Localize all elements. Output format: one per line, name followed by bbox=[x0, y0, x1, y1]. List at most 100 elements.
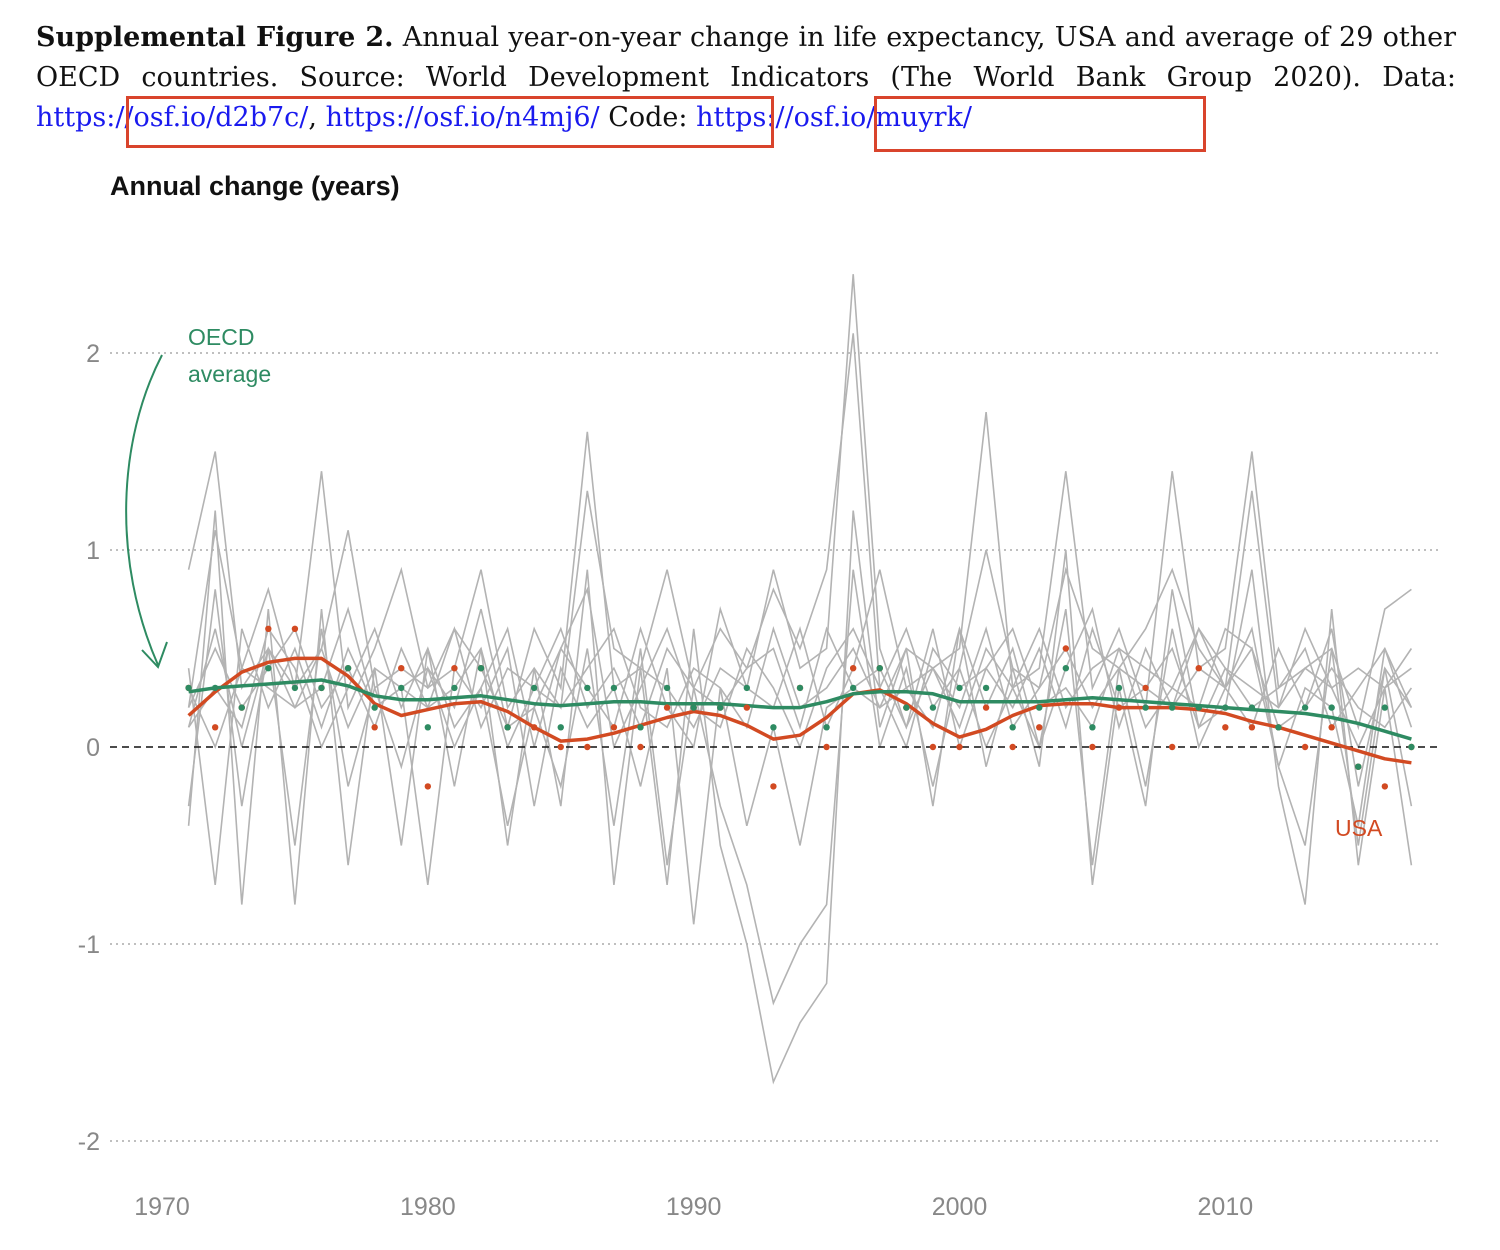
usa-data-point bbox=[291, 625, 299, 632]
y-tick-label: 0 bbox=[86, 734, 100, 762]
usa-data-point bbox=[929, 743, 937, 751]
usa-data-point bbox=[1301, 743, 1309, 751]
usa-data-point bbox=[371, 724, 378, 731]
oecd-data-point bbox=[849, 684, 857, 692]
x-tick-label: 1980 bbox=[400, 1193, 456, 1221]
country-series-line bbox=[187, 510, 1413, 1085]
oecd-data-point bbox=[663, 684, 671, 692]
x-tick-label: 1970 bbox=[134, 1193, 190, 1221]
oecd-data-point bbox=[770, 724, 777, 731]
data-link-1[interactable]: https://osf.io/d2b7c/ bbox=[36, 102, 309, 133]
usa-data-point bbox=[1328, 724, 1335, 731]
oecd-data-point bbox=[823, 724, 830, 731]
oecd-data-point bbox=[557, 724, 564, 731]
usa-data-point bbox=[211, 724, 219, 731]
oecd-data-point bbox=[610, 684, 618, 692]
usa-data-point bbox=[1142, 684, 1149, 692]
smoothed-lines bbox=[187, 656, 1412, 765]
oecd-data-point bbox=[796, 684, 804, 692]
x-tick-label: 2000 bbox=[932, 1193, 988, 1221]
y-tick-label: -1 bbox=[78, 931, 100, 959]
oecd-data-point bbox=[1009, 724, 1016, 731]
oecd-data-point bbox=[982, 684, 990, 692]
oecd-data-point bbox=[1248, 704, 1256, 711]
country-series-line bbox=[187, 274, 1412, 731]
figure-caption: Supplemental Figure 2. Annual year-on-ye… bbox=[36, 18, 1456, 138]
usa-data-point bbox=[530, 724, 538, 731]
usa-data-point bbox=[956, 743, 963, 751]
oecd-data-point bbox=[903, 704, 910, 711]
oecd-data-point bbox=[398, 684, 405, 692]
oecd-data-point bbox=[690, 704, 697, 711]
usa-smoothed-line bbox=[187, 656, 1412, 765]
usa-data-point bbox=[1115, 704, 1123, 711]
oecd-data-point bbox=[477, 665, 485, 672]
oecd-data-point bbox=[211, 684, 219, 692]
usa-data-point bbox=[1062, 645, 1070, 652]
usa-data-point bbox=[1222, 724, 1229, 731]
usa-data-point bbox=[823, 743, 830, 751]
usa-data-point bbox=[770, 783, 777, 790]
usa-data-point bbox=[1195, 665, 1202, 672]
oecd-data-point bbox=[1381, 704, 1389, 711]
usa-data-point bbox=[1009, 743, 1016, 751]
chart-title: Annual change (years) bbox=[110, 171, 400, 201]
usa-data-point bbox=[1248, 724, 1256, 731]
country-series-line bbox=[187, 626, 1413, 731]
usa-data-point bbox=[584, 743, 591, 751]
oecd-data-point bbox=[1301, 704, 1309, 711]
usa-data-point bbox=[557, 743, 564, 751]
usa-data-point bbox=[982, 704, 990, 711]
usa-data-point bbox=[1089, 743, 1096, 751]
oecd-smoothed-line bbox=[188, 678, 1412, 741]
axis-ticks: -2 -1 0 1 2 1970 1980 1990 2000 2010 bbox=[78, 340, 1253, 1221]
caption-text: Annual year-on-year change in life expec… bbox=[36, 22, 1456, 93]
oecd-annotation-label-line2: average bbox=[188, 361, 271, 387]
oecd-data-point bbox=[371, 704, 378, 711]
oecd-annotation-arrow bbox=[125, 354, 163, 666]
country-series-line bbox=[187, 333, 1413, 711]
code-link[interactable]: https://osf.io/muyrk/ bbox=[696, 102, 972, 133]
data-points bbox=[185, 625, 1415, 790]
oecd-data-point bbox=[1168, 704, 1176, 711]
country-series-line bbox=[187, 569, 1413, 1006]
y-tick-label: -2 bbox=[78, 1128, 100, 1156]
oecd-data-point bbox=[876, 665, 883, 672]
oecd-data-point bbox=[1195, 704, 1202, 711]
usa-data-point bbox=[265, 625, 272, 632]
y-tick-label: 1 bbox=[86, 537, 100, 565]
usa-data-point bbox=[849, 665, 857, 672]
usa-data-point bbox=[451, 665, 458, 672]
oecd-data-point bbox=[1142, 704, 1149, 711]
oecd-data-point bbox=[929, 704, 937, 711]
oecd-data-point bbox=[743, 684, 751, 692]
oecd-data-point bbox=[1355, 763, 1362, 770]
oecd-annotation-arrowhead bbox=[141, 641, 168, 669]
oecd-data-point bbox=[717, 704, 724, 711]
country-series-line bbox=[187, 569, 1413, 787]
usa-data-point bbox=[1168, 743, 1176, 751]
oecd-data-point bbox=[584, 684, 591, 692]
usa-data-point bbox=[1036, 724, 1043, 731]
oecd-data-point bbox=[504, 724, 511, 731]
data-label: Data: bbox=[1382, 62, 1456, 93]
data-link-2[interactable]: https://osf.io/n4mj6/ bbox=[325, 102, 600, 133]
y-tick-label: 2 bbox=[86, 340, 100, 368]
data-links-highlight-box bbox=[126, 96, 774, 148]
oecd-data-point bbox=[265, 665, 272, 672]
usa-data-point bbox=[663, 704, 671, 711]
code-label: Code: bbox=[608, 102, 688, 133]
oecd-data-point bbox=[1089, 724, 1096, 731]
oecd-data-point bbox=[424, 724, 432, 731]
oecd-data-point bbox=[344, 665, 352, 672]
oecd-data-point bbox=[1036, 704, 1043, 711]
usa-data-point bbox=[743, 704, 751, 711]
x-tick-label: 1990 bbox=[666, 1193, 722, 1221]
oecd-data-point bbox=[1062, 665, 1070, 672]
caption-label: Supplemental Figure 2. bbox=[36, 22, 394, 53]
oecd-data-point bbox=[956, 684, 963, 692]
usa-data-point bbox=[637, 743, 644, 751]
x-tick-label: 2010 bbox=[1198, 1193, 1254, 1221]
oecd-data-point bbox=[530, 684, 538, 692]
